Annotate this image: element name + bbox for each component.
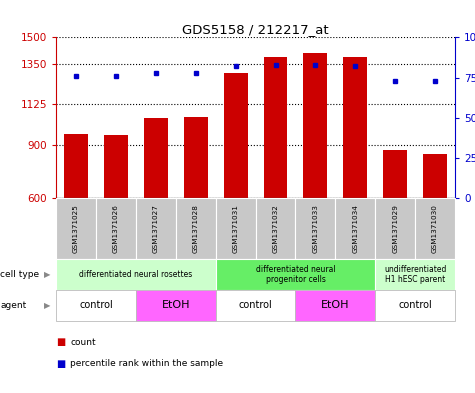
Bar: [343, 57, 367, 198]
Bar: [184, 117, 208, 198]
Bar: [375, 259, 455, 290]
Bar: [216, 290, 295, 321]
Bar: [335, 198, 375, 259]
Text: EtOH: EtOH: [321, 300, 350, 310]
Text: GSM1371028: GSM1371028: [193, 204, 199, 253]
Bar: [56, 259, 216, 290]
Title: GDS5158 / 212217_at: GDS5158 / 212217_at: [182, 23, 329, 36]
Bar: [216, 259, 375, 290]
Text: EtOH: EtOH: [162, 300, 190, 310]
Text: differentiated neural
progenitor cells: differentiated neural progenitor cells: [256, 265, 335, 285]
Bar: [136, 290, 216, 321]
Bar: [224, 73, 247, 198]
Text: GSM1371031: GSM1371031: [233, 204, 238, 253]
Bar: [176, 198, 216, 259]
Bar: [423, 154, 447, 198]
Text: GSM1371034: GSM1371034: [352, 204, 358, 253]
Text: GSM1371029: GSM1371029: [392, 204, 398, 253]
Text: percentile rank within the sample: percentile rank within the sample: [70, 360, 223, 368]
Bar: [304, 53, 327, 198]
Text: control: control: [79, 300, 113, 310]
Bar: [295, 198, 335, 259]
Text: differentiated neural rosettes: differentiated neural rosettes: [79, 270, 192, 279]
Text: GSM1371030: GSM1371030: [432, 204, 438, 253]
Bar: [216, 198, 256, 259]
Text: undifferentiated
H1 hESC parent: undifferentiated H1 hESC parent: [384, 265, 446, 285]
Text: ■: ■: [56, 359, 65, 369]
Text: GSM1371032: GSM1371032: [273, 204, 278, 253]
Text: GSM1371027: GSM1371027: [153, 204, 159, 253]
Text: GSM1371033: GSM1371033: [313, 204, 318, 253]
Bar: [56, 290, 136, 321]
Text: GSM1371026: GSM1371026: [113, 204, 119, 253]
Bar: [256, 198, 295, 259]
Bar: [144, 118, 168, 198]
Text: GSM1371025: GSM1371025: [73, 204, 79, 253]
Text: control: control: [398, 300, 432, 310]
Bar: [375, 290, 455, 321]
Bar: [136, 198, 176, 259]
Bar: [383, 150, 407, 198]
Bar: [295, 290, 375, 321]
Text: ■: ■: [56, 337, 65, 347]
Text: count: count: [70, 338, 96, 347]
Text: ▶: ▶: [44, 270, 50, 279]
Bar: [264, 57, 287, 198]
Text: ▶: ▶: [44, 301, 50, 310]
Bar: [56, 198, 96, 259]
Text: control: control: [238, 300, 273, 310]
Text: cell type: cell type: [0, 270, 39, 279]
Bar: [104, 135, 128, 198]
Bar: [415, 198, 455, 259]
Text: agent: agent: [0, 301, 27, 310]
Bar: [64, 134, 88, 198]
Bar: [375, 198, 415, 259]
Bar: [96, 198, 136, 259]
